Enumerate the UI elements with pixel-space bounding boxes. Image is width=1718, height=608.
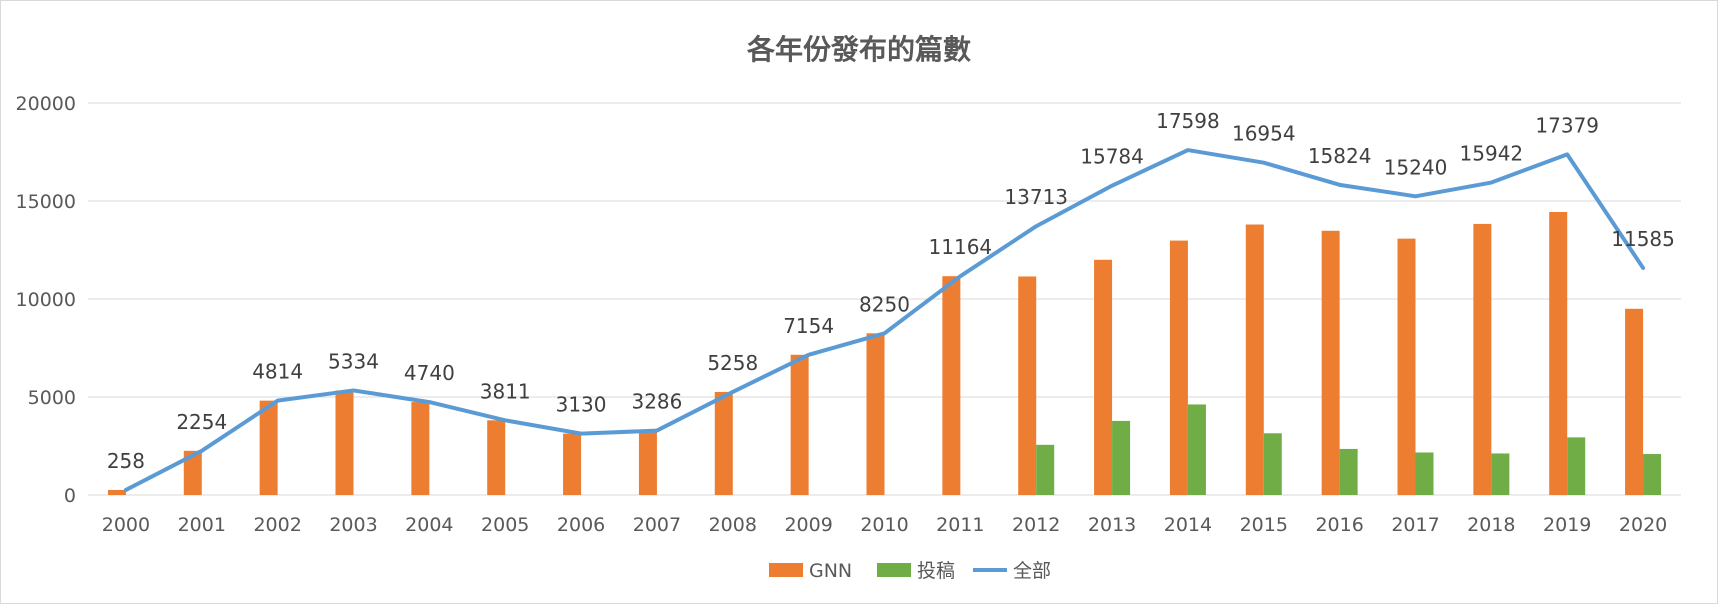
bar-gnn [790, 354, 809, 495]
bar-gnn [487, 420, 506, 495]
data-label: 5334 [328, 349, 379, 373]
data-label: 11585 [1611, 227, 1675, 251]
x-tick-label: 2018 [1467, 514, 1515, 536]
x-axis: 2000 2001 2002 2003 2004 2005 2006 2007 2008 2009… [102, 514, 1668, 536]
x-tick-label: 2014 [1164, 514, 1212, 536]
data-label: 15824 [1308, 144, 1372, 168]
x-tick-label: 2020 [1619, 514, 1667, 536]
y-tick-label: 5000 [28, 387, 76, 409]
data-label: 4740 [404, 361, 455, 385]
data-label: 3286 [631, 390, 682, 414]
bar-投稿 [1643, 454, 1662, 495]
data-label: 13713 [1004, 185, 1068, 209]
bar-gnn [866, 333, 885, 495]
data-label: 17379 [1535, 113, 1599, 137]
data-label: 3811 [480, 379, 531, 403]
legend: GNN 投稿 全部 [769, 560, 1051, 582]
bar-投稿 [1567, 437, 1586, 495]
data-label: 258 [107, 449, 145, 473]
x-tick-label: 2002 [253, 514, 301, 536]
data-label: 15942 [1460, 142, 1524, 166]
x-tick-label: 2013 [1088, 514, 1136, 536]
line-layer [123, 148, 1646, 492]
bar-gnn [1397, 238, 1416, 495]
data-label: 16954 [1232, 122, 1296, 146]
data-label: 3130 [556, 393, 607, 417]
bar-gnn [1625, 308, 1644, 495]
bar-gnn [1473, 223, 1492, 495]
bar-投稿 [1112, 420, 1131, 495]
bar-投稿 [1036, 444, 1055, 495]
x-tick-label: 2000 [102, 514, 150, 536]
x-tick-label: 2008 [709, 514, 757, 536]
legend-label: GNN [809, 560, 852, 582]
x-tick-label: 2007 [633, 514, 681, 536]
legend-label: 全部 [1013, 560, 1051, 582]
y-tick-label: 10000 [16, 289, 76, 311]
x-tick-label: 2005 [481, 514, 529, 536]
bar-gnn [107, 489, 126, 495]
legend-swatch [877, 563, 911, 577]
bar-gnn [942, 276, 961, 495]
data-labels: 258 2254 4814 5334 4740 3811 3130 3286 5258 7154 8… [107, 109, 1675, 473]
data-label: 15240 [1384, 155, 1448, 179]
bar-gnn [1018, 276, 1037, 495]
bar-投稿 [1263, 433, 1282, 495]
bar-gnn [1321, 230, 1340, 496]
x-tick-label: 2012 [1012, 514, 1060, 536]
x-tick-label: 2003 [329, 514, 377, 536]
y-tick-label: 15000 [16, 191, 76, 213]
data-label: 11164 [929, 235, 993, 259]
bar-投稿 [1491, 453, 1510, 495]
bar-gnn [411, 402, 430, 495]
x-tick-label: 2006 [557, 514, 605, 536]
x-tick-label: 2009 [784, 514, 832, 536]
y-tick-label: 20000 [16, 93, 76, 115]
x-tick-label: 2001 [178, 514, 226, 536]
bar-gnn [1169, 240, 1188, 495]
y-axis: 0 5000 10000 15000 20000 [16, 93, 76, 507]
data-label: 2254 [176, 410, 227, 434]
legend-label: 投稿 [917, 560, 955, 582]
x-tick-label: 2017 [1391, 514, 1439, 536]
data-label: 15784 [1080, 145, 1144, 169]
y-tick-label: 0 [64, 485, 76, 507]
x-tick-label: 2016 [1315, 514, 1363, 536]
data-label: 5258 [707, 351, 758, 375]
bar-gnn [1094, 259, 1113, 495]
bar-gnn [1245, 224, 1264, 495]
data-label: 8250 [859, 292, 910, 316]
bar-gnn [259, 400, 278, 495]
bar-投稿 [1415, 452, 1434, 495]
bar-gnn [183, 450, 202, 495]
bar-投稿 [1187, 404, 1206, 495]
x-tick-label: 2010 [860, 514, 908, 536]
x-tick-label: 2019 [1543, 514, 1591, 536]
bar-gnn [1549, 211, 1568, 495]
bars [107, 211, 1662, 496]
bar-gnn [335, 390, 354, 495]
bar-gnn [714, 391, 733, 495]
data-label: 4814 [252, 360, 303, 384]
chart-title: 各年份發布的篇數 [746, 33, 971, 66]
legend-swatch [769, 563, 803, 577]
x-tick-label: 2004 [405, 514, 453, 536]
line-series [123, 148, 1646, 492]
bar-投稿 [1339, 448, 1358, 495]
data-label: 7154 [783, 314, 834, 338]
x-tick-label: 2011 [936, 514, 984, 536]
x-tick-label: 2015 [1240, 514, 1288, 536]
bar-gnn [563, 433, 582, 495]
bar-gnn [638, 430, 657, 495]
data-label: 17598 [1156, 109, 1220, 133]
